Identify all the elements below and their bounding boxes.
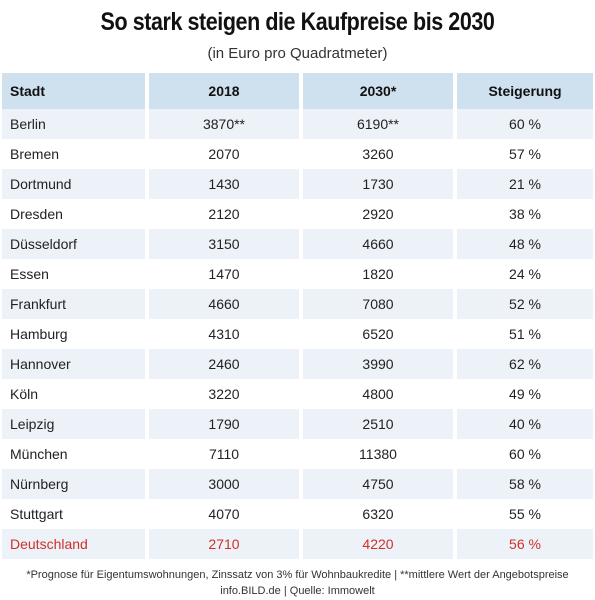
table-row: Düsseldorf 3150 4660 48 % xyxy=(2,229,593,259)
price-2018-cell: 2070 xyxy=(149,139,299,169)
column-header-2018: 2018 xyxy=(149,73,299,109)
price-2030-cell: 4800 xyxy=(303,379,453,409)
table-row: Hannover 2460 3990 62 % xyxy=(2,349,593,379)
price-2018-cell: 3220 xyxy=(149,379,299,409)
price-2030-cell: 1820 xyxy=(303,259,453,289)
price-2018-cell: 1790 xyxy=(149,409,299,439)
price-2018-cell: 2460 xyxy=(149,349,299,379)
price-2018-cell: 3000 xyxy=(149,469,299,499)
city-cell: Nürnberg xyxy=(2,469,145,499)
increase-cell: 40 % xyxy=(457,409,593,439)
price-2018-cell: 1470 xyxy=(149,259,299,289)
increase-cell: 60 % xyxy=(457,439,593,469)
column-header-city: Stadt xyxy=(2,73,145,109)
increase-cell: 48 % xyxy=(457,229,593,259)
table-row: Köln 3220 4800 49 % xyxy=(2,379,593,409)
total-price-2030-cell: 4220 xyxy=(303,529,453,559)
price-table: Stadt 2018 2030* Steigerung Berlin 3870*… xyxy=(2,73,593,559)
table-row: Hamburg 4310 6520 51 % xyxy=(2,319,593,349)
price-2018-cell: 4660 xyxy=(149,289,299,319)
column-header-increase: Steigerung xyxy=(457,73,593,109)
table-row: Stuttgart 4070 6320 55 % xyxy=(2,499,593,529)
page-subtitle: (in Euro pro Quadratmeter) xyxy=(207,45,388,62)
price-2018-cell: 2120 xyxy=(149,199,299,229)
city-cell: Stuttgart xyxy=(2,499,145,529)
increase-cell: 49 % xyxy=(457,379,593,409)
table-row: Dresden 2120 2920 38 % xyxy=(2,199,593,229)
price-2030-cell: 3260 xyxy=(303,139,453,169)
city-cell: Düsseldorf xyxy=(2,229,145,259)
price-2030-cell: 6320 xyxy=(303,499,453,529)
city-cell: München xyxy=(2,439,145,469)
footnote: *Prognose für Eigentumswohnungen, Zinssa… xyxy=(26,569,569,581)
city-cell: Hannover xyxy=(2,349,145,379)
table-row: Bremen 2070 3260 57 % xyxy=(2,139,593,169)
table-row: Leipzig 1790 2510 40 % xyxy=(2,409,593,439)
increase-cell: 57 % xyxy=(457,139,593,169)
city-cell: Dortmund xyxy=(2,169,145,199)
price-2030-cell: 11380 xyxy=(303,439,453,469)
city-cell: Hamburg xyxy=(2,319,145,349)
increase-cell: 24 % xyxy=(457,259,593,289)
city-cell: Bremen xyxy=(2,139,145,169)
table-row: Berlin 3870** 6190** 60 % xyxy=(2,109,593,139)
price-2030-cell: 6190** xyxy=(303,109,453,139)
increase-cell: 51 % xyxy=(457,319,593,349)
price-2030-cell: 2920 xyxy=(303,199,453,229)
price-2018-cell: 1430 xyxy=(149,169,299,199)
price-2030-cell: 1730 xyxy=(303,169,453,199)
table-row: München 7110 11380 60 % xyxy=(2,439,593,469)
city-cell: Köln xyxy=(2,379,145,409)
column-header-2030: 2030* xyxy=(303,73,453,109)
city-cell: Leipzig xyxy=(2,409,145,439)
price-2030-cell: 7080 xyxy=(303,289,453,319)
table-row-total: Deutschland 2710 4220 56 % xyxy=(2,529,593,559)
page-title: So stark steigen die Kaufpreise bis 2030 xyxy=(100,8,495,36)
city-cell: Dresden xyxy=(2,199,145,229)
total-city-cell: Deutschland xyxy=(2,529,145,559)
total-price-2018-cell: 2710 xyxy=(149,529,299,559)
price-2030-cell: 6520 xyxy=(303,319,453,349)
increase-cell: 38 % xyxy=(457,199,593,229)
city-cell: Berlin xyxy=(2,109,145,139)
price-2030-cell: 2510 xyxy=(303,409,453,439)
increase-cell: 52 % xyxy=(457,289,593,319)
price-2030-cell: 4750 xyxy=(303,469,453,499)
increase-cell: 58 % xyxy=(457,469,593,499)
increase-cell: 21 % xyxy=(457,169,593,199)
price-2030-cell: 3990 xyxy=(303,349,453,379)
price-2030-cell: 4660 xyxy=(303,229,453,259)
table-row: Dortmund 1430 1730 21 % xyxy=(2,169,593,199)
increase-cell: 62 % xyxy=(457,349,593,379)
table-row: Essen 1470 1820 24 % xyxy=(2,259,593,289)
city-cell: Frankfurt xyxy=(2,289,145,319)
price-2018-cell: 4070 xyxy=(149,499,299,529)
table-row: Nürnberg 3000 4750 58 % xyxy=(2,469,593,499)
table-row: Frankfurt 4660 7080 52 % xyxy=(2,289,593,319)
price-2018-cell: 7110 xyxy=(149,439,299,469)
price-2018-cell: 4310 xyxy=(149,319,299,349)
table-header-row: Stadt 2018 2030* Steigerung xyxy=(2,73,593,109)
price-2018-cell: 3870** xyxy=(149,109,299,139)
increase-cell: 55 % xyxy=(457,499,593,529)
city-cell: Essen xyxy=(2,259,145,289)
total-increase-cell: 56 % xyxy=(457,529,593,559)
increase-cell: 60 % xyxy=(457,109,593,139)
source-credit: info.BILD.de | Quelle: Immowelt xyxy=(220,585,375,597)
price-2018-cell: 3150 xyxy=(149,229,299,259)
